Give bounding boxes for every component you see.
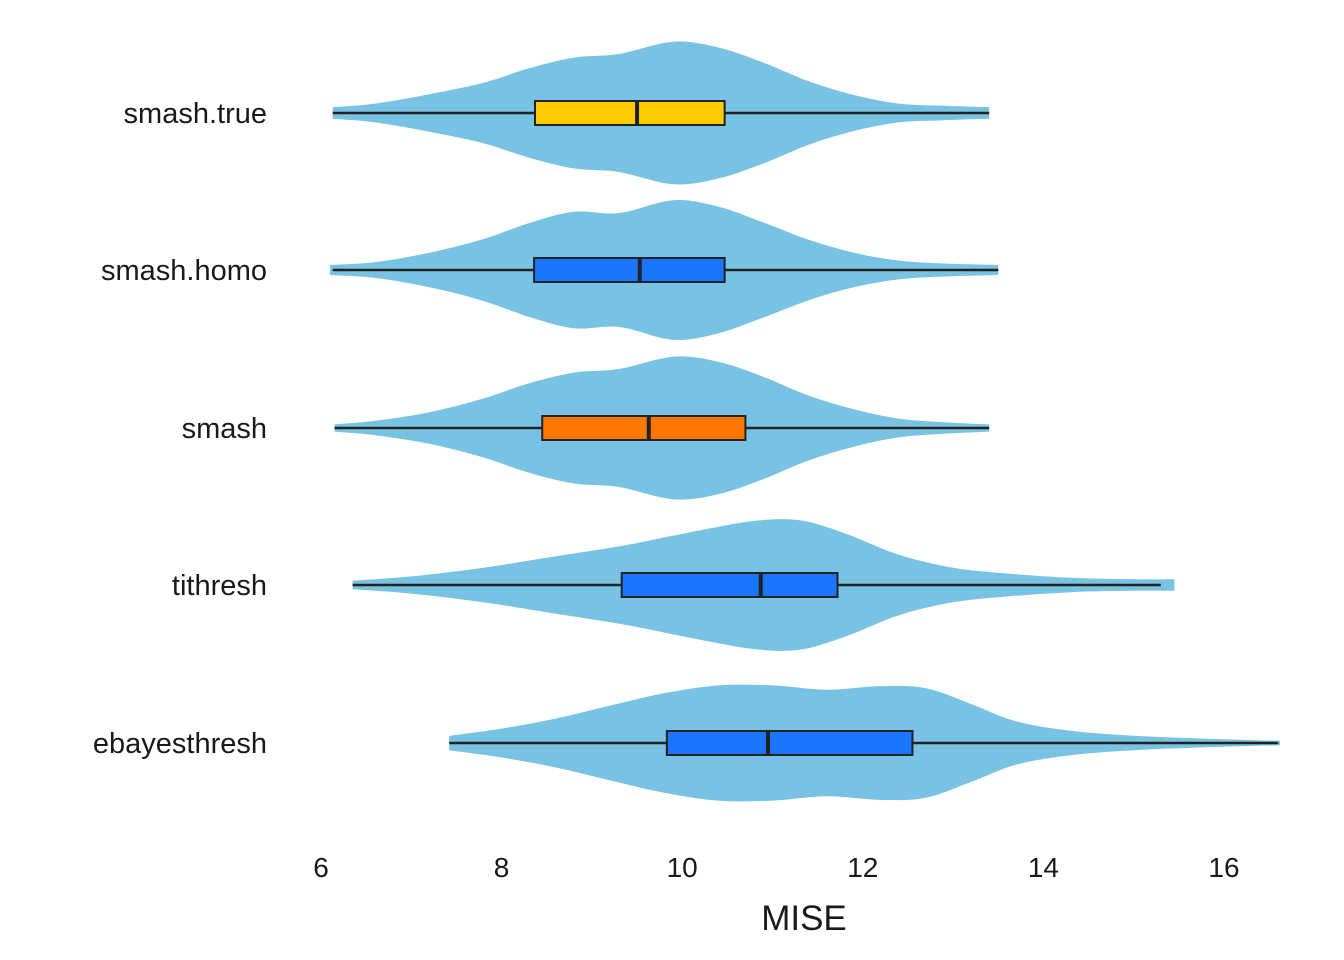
- iqr-box: [665, 730, 914, 756]
- violin-group-smash: [334, 356, 990, 500]
- violin-group-smash-homo: [330, 200, 999, 340]
- x-tick-label: 12: [847, 852, 878, 883]
- category-label: smash: [182, 413, 267, 445]
- x-tick-label: 10: [667, 852, 698, 883]
- category-labels: smash.true smash.homo smash tithresh ebayest…: [93, 98, 267, 760]
- category-label: smash.homo: [101, 255, 267, 287]
- violin-group-ebayesthresh: [449, 684, 1280, 802]
- iqr-box: [620, 572, 839, 598]
- iqr-box: [541, 415, 747, 441]
- category-label: tithresh: [172, 570, 267, 602]
- category-label: ebayesthresh: [93, 728, 267, 760]
- x-tick-label: 14: [1028, 852, 1059, 883]
- x-axis-ticks: 6 8 10 12 14 16: [313, 852, 1239, 883]
- category-label: smash.true: [124, 98, 267, 130]
- plot-area: [330, 41, 1280, 802]
- x-tick-label: 6: [313, 852, 329, 883]
- violin-group-tithresh: [352, 519, 1175, 651]
- x-tick-label: 16: [1208, 852, 1239, 883]
- iqr-box: [533, 257, 726, 283]
- violin-group-smash-true: [332, 41, 990, 185]
- iqr-box: [534, 100, 726, 126]
- x-tick-label: 8: [494, 852, 510, 883]
- x-axis-title: MISE: [761, 899, 847, 938]
